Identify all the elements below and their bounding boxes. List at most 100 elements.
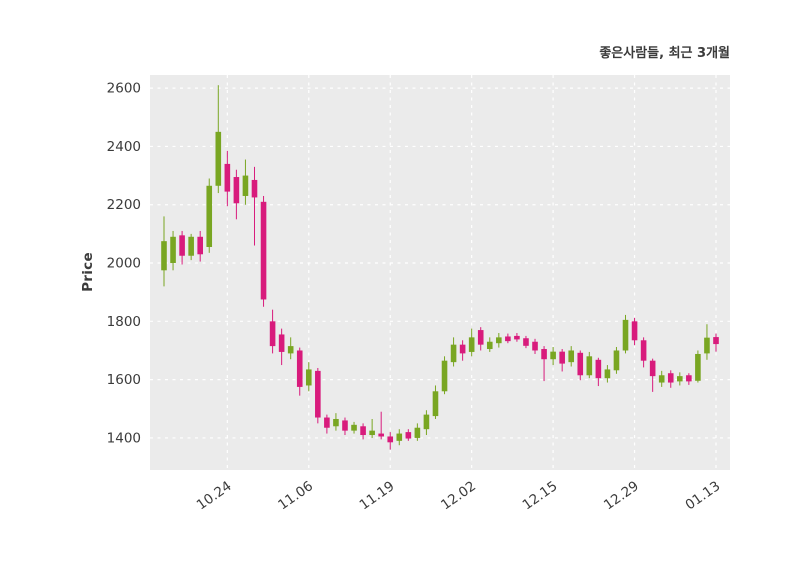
candle-body <box>342 420 348 431</box>
candle <box>296 347 303 396</box>
candle <box>179 230 185 265</box>
candle-body <box>351 424 357 431</box>
candle <box>586 351 593 379</box>
candle <box>704 324 710 360</box>
candle <box>432 385 439 419</box>
candle <box>459 340 466 361</box>
candle <box>541 346 547 382</box>
x-tick-label: 11.06 <box>275 478 316 513</box>
candle <box>342 417 348 436</box>
candle-body <box>695 353 701 381</box>
candle-body <box>622 319 629 351</box>
candle <box>378 411 384 440</box>
candle <box>577 350 584 381</box>
candle <box>450 337 457 367</box>
candle <box>396 429 403 446</box>
candle-body <box>242 175 249 196</box>
candle-body <box>215 131 222 186</box>
candle <box>360 423 366 440</box>
candle <box>441 356 448 395</box>
candle-body <box>713 337 719 345</box>
y-tick-label: 2200 <box>107 197 141 213</box>
candle <box>658 370 665 387</box>
candle-body <box>387 436 394 443</box>
candle-body <box>278 334 285 352</box>
candle-body <box>179 235 185 256</box>
candle <box>550 346 556 366</box>
x-tick-label: 11.19 <box>357 478 398 513</box>
candle <box>414 423 421 441</box>
candle-body <box>324 417 330 428</box>
candle-body <box>667 373 674 383</box>
plot-background <box>150 75 730 470</box>
candle-body <box>450 344 457 363</box>
candle <box>468 328 475 357</box>
candle-body <box>640 340 647 361</box>
candle <box>387 432 394 450</box>
candle <box>568 346 575 367</box>
candle-body <box>496 337 502 344</box>
candle-body <box>287 346 294 354</box>
candle <box>278 328 285 366</box>
candle-body <box>405 432 412 439</box>
candle-body <box>161 241 167 271</box>
candle-body <box>532 341 538 351</box>
candle <box>595 357 602 387</box>
candle <box>197 230 203 262</box>
candle <box>604 365 611 383</box>
candle-body <box>378 433 384 437</box>
candle <box>224 150 231 207</box>
candle-body <box>658 375 665 383</box>
candle-body <box>559 351 565 364</box>
candle <box>333 413 339 431</box>
candle <box>251 166 258 246</box>
candle-body <box>369 430 375 436</box>
candle <box>523 335 529 349</box>
candle <box>188 233 194 261</box>
candle-body <box>305 369 312 386</box>
candle-body <box>677 376 683 382</box>
candle-body <box>414 427 421 438</box>
candle-body <box>604 369 611 379</box>
candle-body <box>170 236 176 264</box>
candle <box>496 332 502 348</box>
candle-body <box>541 349 547 360</box>
candle-body <box>649 360 656 377</box>
candle <box>695 350 701 383</box>
candle <box>686 373 692 385</box>
candle-body <box>333 418 339 427</box>
candle <box>170 230 176 271</box>
candle-body <box>704 337 710 354</box>
y-tick-label: 1800 <box>107 314 141 330</box>
x-tick-label: 12.15 <box>520 478 561 513</box>
candle <box>405 429 412 441</box>
candle <box>613 346 620 374</box>
candle <box>423 410 430 436</box>
candle <box>351 421 357 434</box>
candle <box>287 337 294 360</box>
candle <box>477 327 484 351</box>
candle <box>677 372 683 386</box>
candle-body <box>260 201 267 300</box>
candle-body <box>568 350 575 363</box>
candle-body <box>432 391 439 417</box>
candle-body <box>251 179 258 198</box>
candle-body <box>296 350 303 387</box>
candle-body <box>505 336 511 342</box>
candle-body <box>586 356 593 376</box>
candle-body <box>577 352 584 376</box>
candle <box>640 337 647 368</box>
candle-body <box>315 370 321 418</box>
x-tick-label: 12.02 <box>438 478 479 513</box>
candle <box>206 178 213 253</box>
candle-body <box>613 350 620 371</box>
candle <box>486 337 493 352</box>
candle <box>242 159 249 205</box>
candle <box>622 314 629 354</box>
candle <box>324 414 330 434</box>
candle <box>215 85 222 194</box>
candle-body <box>423 414 430 430</box>
candle <box>649 358 656 392</box>
